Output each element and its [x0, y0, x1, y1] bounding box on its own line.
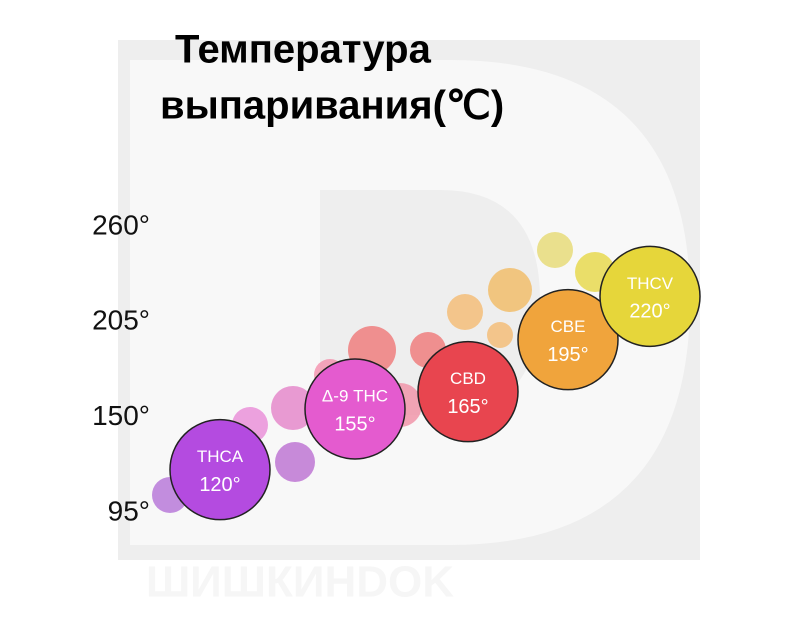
bubble-label: Δ-9 THC	[322, 386, 388, 405]
bubble	[304, 358, 406, 460]
y-tick-label: 260°	[92, 209, 150, 240]
bubble	[599, 245, 701, 348]
bubble-label: CBE	[551, 317, 586, 336]
y-tick-label: 205°	[92, 305, 150, 336]
value-label: 195°	[547, 344, 588, 366]
bubble	[417, 340, 519, 443]
y-tick-label: 95°	[108, 495, 150, 526]
bubble	[169, 418, 271, 521]
watermark: ШИШКИНDOK	[146, 558, 454, 607]
value-label: 120°	[199, 474, 240, 496]
bubble-label: CBD	[450, 369, 486, 388]
y-tick-label: 150°	[92, 400, 150, 431]
chart-title: Температура	[175, 28, 432, 72]
chart-title: выпаривания(℃)	[160, 84, 504, 128]
bubble-label: THCV	[627, 274, 674, 293]
bubble	[517, 288, 619, 391]
value-label: 165°	[447, 396, 488, 418]
watermark-shape	[130, 60, 690, 545]
value-label: 155°	[334, 413, 375, 435]
bubble-label: THCA	[197, 447, 244, 466]
value-label: 220°	[629, 301, 670, 323]
